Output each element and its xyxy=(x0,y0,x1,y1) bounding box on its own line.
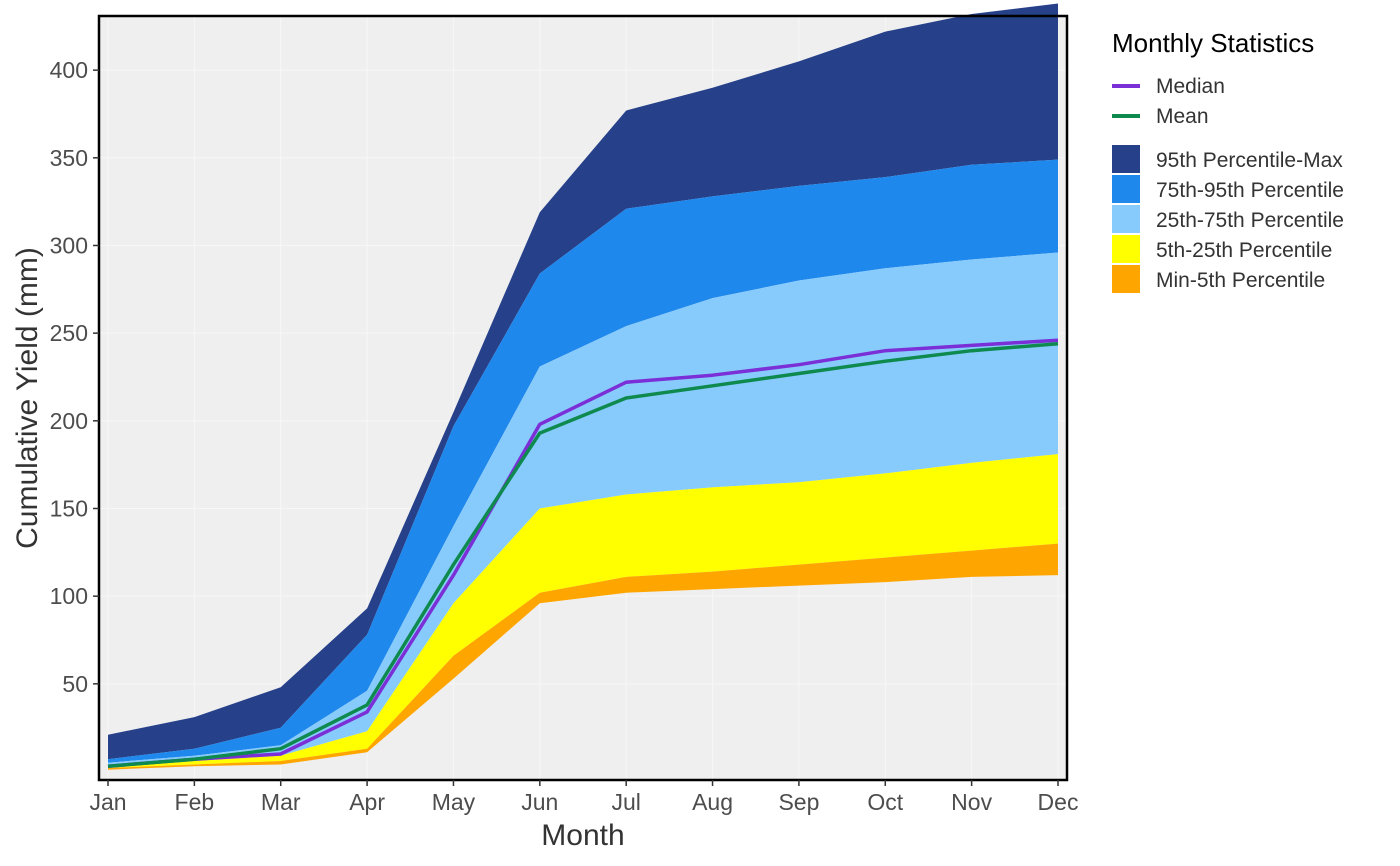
legend-swatch-75th-95th-percentile xyxy=(1112,175,1140,203)
legend-label: 95th Percentile-Max xyxy=(1156,149,1343,172)
legend-label: 25th-75th Percentile xyxy=(1156,209,1344,232)
band-25th-75th-percentile xyxy=(108,252,1058,767)
legend-swatch-25th-75th-percentile xyxy=(1112,205,1140,233)
legend-swatch-5th-25th-percentile xyxy=(1112,235,1140,263)
x-tick-label: Apr xyxy=(349,789,385,815)
y-tick-label: 50 xyxy=(62,671,88,697)
band-min-5th-percentile xyxy=(108,543,1058,770)
x-tick-label: Aug xyxy=(692,789,733,815)
statistic-lines xyxy=(107,338,1059,768)
y-tick-label: 350 xyxy=(50,145,88,171)
x-tick-label: Jan xyxy=(89,789,126,815)
legend-label: Min-5th Percentile xyxy=(1156,269,1325,292)
legend-label: 75th-95th Percentile xyxy=(1156,179,1344,202)
legend-label: Median xyxy=(1156,75,1225,98)
x-tick-label: Oct xyxy=(867,789,903,815)
x-tick-label: Jun xyxy=(521,789,558,815)
band-75th-95th-percentile xyxy=(108,159,1058,763)
x-tick-label: Jul xyxy=(611,789,640,815)
x-axis: Jan Feb Mar Apr May Jun Jul Aug Sep Oct Nov Dec xyxy=(89,780,1078,815)
percentile-bands xyxy=(108,3,1058,770)
x-tick-label: Mar xyxy=(261,789,301,815)
y-tick-label: 200 xyxy=(50,408,88,434)
x-tick-label: Dec xyxy=(1038,789,1079,815)
legend-label: Mean xyxy=(1156,105,1209,128)
y-tick-label: 250 xyxy=(50,320,88,346)
y-tick-label: 300 xyxy=(50,232,88,258)
x-tick-label: Nov xyxy=(951,789,992,815)
line-median xyxy=(107,338,1059,768)
x-tick-label: May xyxy=(432,789,476,815)
legend: Monthly Statistics Median Mean 95th Percen… xyxy=(1112,28,1344,293)
y-tick-label: 100 xyxy=(50,583,88,609)
legend-swatch-95th-percentile-max xyxy=(1112,145,1140,173)
y-axis-title: Cumulative Yield (mm) xyxy=(11,247,44,549)
legend-swatch-min-5th-percentile xyxy=(1112,265,1140,293)
y-axis: 50 100 150 200 250 300 350 400 xyxy=(50,57,99,697)
band-95th-percentile-max xyxy=(108,3,1058,760)
x-axis-title: Month xyxy=(541,819,624,852)
y-tick-label: 400 xyxy=(50,57,88,83)
plot-border xyxy=(97,14,1069,782)
legend-title: Monthly Statistics xyxy=(1112,28,1314,58)
legend-label: 5th-25th Percentile xyxy=(1156,239,1332,262)
line-mean xyxy=(107,341,1059,768)
x-tick-label: Feb xyxy=(175,789,215,815)
x-tick-label: Sep xyxy=(778,789,819,815)
band-5th-25th-percentile xyxy=(108,454,1058,768)
y-tick-label: 150 xyxy=(50,495,88,521)
